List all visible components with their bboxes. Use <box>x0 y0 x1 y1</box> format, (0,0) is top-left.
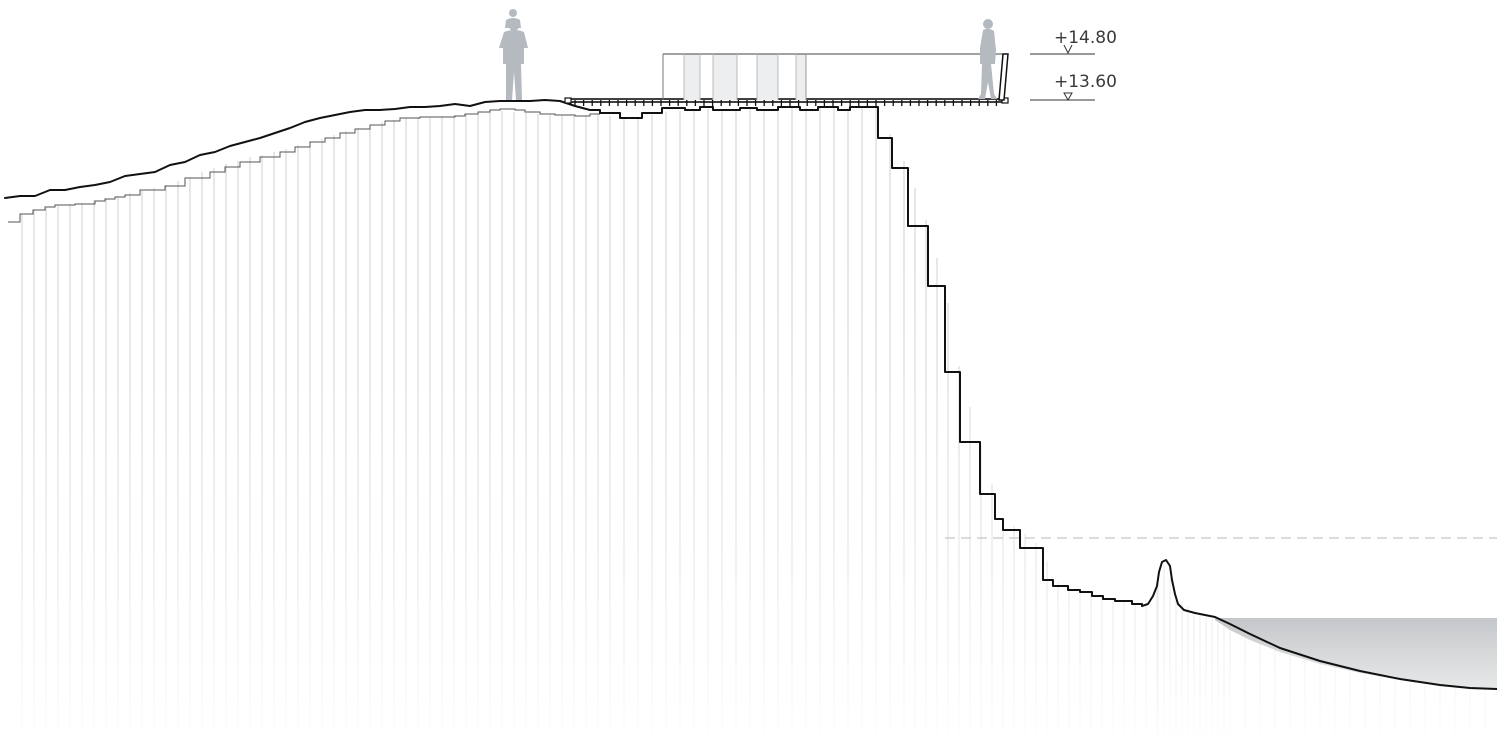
deck-end-block-left <box>564 97 572 104</box>
level-label: +13.60 <box>1054 72 1117 92</box>
level-marker-1480: +14.80 <box>1030 28 1117 55</box>
canopy-frame <box>662 53 1009 101</box>
person-carrying-child-silhouette <box>499 9 528 100</box>
canopy-panel <box>713 54 737 100</box>
railing-post <box>998 53 1009 101</box>
terrain-step-outline <box>8 108 600 223</box>
fade-overlay <box>0 260 1497 733</box>
walking-person-silhouette <box>978 19 997 99</box>
level-label: +14.80 <box>1054 28 1117 48</box>
canopy-panel <box>796 54 806 100</box>
deck-joists <box>574 100 998 106</box>
level-marker-1360: +13.60 <box>1030 72 1117 102</box>
canopy-panel <box>757 54 778 100</box>
deck-slab <box>566 98 1008 103</box>
deck-platform <box>564 97 1009 106</box>
canopy-panel <box>684 54 700 100</box>
terrain-profile-line <box>4 99 1497 690</box>
